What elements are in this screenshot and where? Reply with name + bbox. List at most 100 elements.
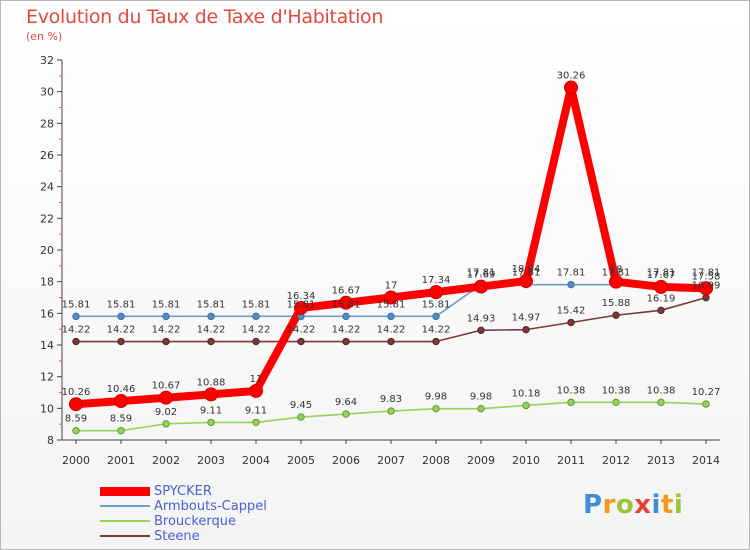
chart-title: Evolution du Taux de Taxe d'Habitation	[26, 6, 384, 28]
data-label-spycker: 10.88	[197, 377, 226, 388]
data-label-armbouts-cappel: 17.81	[692, 268, 721, 279]
data-label-steene: 15.42	[557, 306, 586, 317]
data-point-spycker	[159, 390, 173, 405]
data-label-spycker: 30.26	[557, 71, 586, 82]
data-point-armbouts-cappel	[207, 312, 215, 321]
data-label-armbouts-cappel: 17.81	[557, 268, 586, 279]
data-point-brouckerque	[387, 407, 395, 415]
data-point-armbouts-cappel	[252, 312, 260, 321]
logo-letter: i	[651, 490, 661, 520]
y-tick-label: 24	[40, 181, 54, 194]
data-point-steene	[297, 337, 305, 346]
data-point-steene	[342, 337, 350, 346]
proxiti-logo: Proxiti	[583, 490, 683, 520]
data-point-brouckerque	[477, 404, 485, 413]
logo-letter: r	[602, 490, 616, 520]
chart-subtitle: (en %)	[26, 30, 63, 43]
data-label-spycker: 17	[385, 281, 398, 292]
data-label-brouckerque: 9.02	[155, 407, 177, 418]
data-point-spycker	[654, 279, 668, 294]
data-point-steene	[117, 337, 125, 346]
data-label-steene: 14.22	[242, 325, 271, 336]
data-label-armbouts-cappel: 17.81	[602, 268, 631, 279]
data-label-spycker: 10.26	[62, 387, 91, 398]
data-label-armbouts-cappel: 15.81	[242, 299, 271, 310]
data-point-steene	[72, 337, 80, 346]
x-tick-label: 2005	[287, 454, 315, 467]
x-tick-label: 2006	[332, 454, 360, 467]
data-label-armbouts-cappel: 17.81	[647, 268, 676, 279]
data-label-brouckerque: 9.98	[470, 392, 492, 403]
logo-letter: o	[615, 490, 635, 520]
data-label-spycker: 18	[610, 265, 623, 276]
data-label-brouckerque: 9.45	[290, 400, 312, 411]
legend-swatch	[100, 505, 150, 507]
data-label-brouckerque: 10.38	[647, 385, 676, 396]
data-label-steene: 15.88	[602, 298, 631, 309]
logo-letter: x	[634, 490, 652, 520]
data-point-spycker	[609, 274, 623, 289]
logo-letter: i	[673, 490, 684, 520]
y-tick-label: 30	[40, 86, 54, 99]
data-label-brouckerque: 8.59	[65, 414, 87, 425]
data-label-steene: 16.99	[692, 281, 721, 292]
logo-letter: t	[660, 490, 674, 520]
y-tick-label: 12	[40, 371, 54, 384]
data-label-spycker: 11	[250, 374, 263, 385]
data-label-armbouts-cappel: 15.81	[332, 299, 361, 310]
y-tick-label: 26	[40, 149, 54, 162]
data-point-armbouts-cappel	[72, 312, 80, 321]
data-point-spycker	[699, 281, 713, 296]
data-label-brouckerque: 9.11	[200, 405, 222, 416]
data-point-spycker	[339, 295, 353, 310]
legend-label: Brouckerque	[154, 514, 236, 529]
data-point-spycker	[384, 290, 398, 305]
data-point-brouckerque	[567, 398, 575, 407]
series-line-spycker	[75, 83, 707, 409]
data-point-steene	[162, 337, 170, 346]
data-point-spycker	[69, 397, 83, 412]
x-tick-label: 2004	[242, 454, 270, 467]
data-label-steene: 14.97	[512, 313, 541, 324]
data-point-spycker	[204, 387, 218, 402]
data-point-brouckerque	[72, 426, 80, 435]
data-point-armbouts-cappel	[387, 312, 395, 321]
legend-swatch	[100, 520, 150, 522]
data-label-brouckerque: 8.59	[110, 414, 132, 425]
data-label-armbouts-cappel: 17.81	[467, 268, 496, 279]
data-label-armbouts-cappel: 15.81	[152, 299, 181, 310]
data-label-spycker: 17.69	[467, 270, 496, 281]
y-tick-label: 8	[47, 434, 54, 447]
y-tick-label: 18	[40, 276, 54, 289]
data-point-brouckerque	[612, 398, 620, 407]
data-label-steene: 14.22	[152, 325, 181, 336]
x-tick-label: 2008	[422, 454, 450, 467]
data-point-spycker	[519, 274, 533, 289]
data-label-steene: 14.22	[377, 325, 406, 336]
data-label-steene: 14.93	[467, 313, 496, 324]
data-label-steene: 14.22	[287, 325, 316, 336]
data-point-steene	[252, 337, 260, 346]
data-point-spycker	[429, 285, 443, 300]
data-point-brouckerque	[432, 404, 440, 413]
y-tick-label: 14	[40, 339, 54, 352]
data-point-brouckerque	[657, 398, 665, 407]
data-point-armbouts-cappel	[432, 312, 440, 321]
data-point-brouckerque	[522, 401, 530, 410]
data-label-brouckerque: 9.11	[245, 405, 267, 416]
data-point-armbouts-cappel	[342, 312, 350, 321]
data-point-spycker	[249, 383, 263, 398]
data-label-armbouts-cappel: 15.81	[377, 299, 406, 310]
y-tick-label: 28	[40, 117, 54, 130]
data-label-brouckerque: 9.83	[380, 394, 402, 405]
data-point-steene	[612, 311, 620, 319]
data-label-steene: 14.22	[62, 325, 91, 336]
data-point-armbouts-cappel	[162, 312, 170, 321]
data-label-brouckerque: 10.18	[512, 388, 541, 399]
x-tick-label: 2009	[467, 454, 495, 467]
data-point-steene	[432, 337, 440, 346]
y-tick-label: 20	[40, 244, 54, 257]
data-label-spycker: 16.67	[332, 286, 361, 297]
